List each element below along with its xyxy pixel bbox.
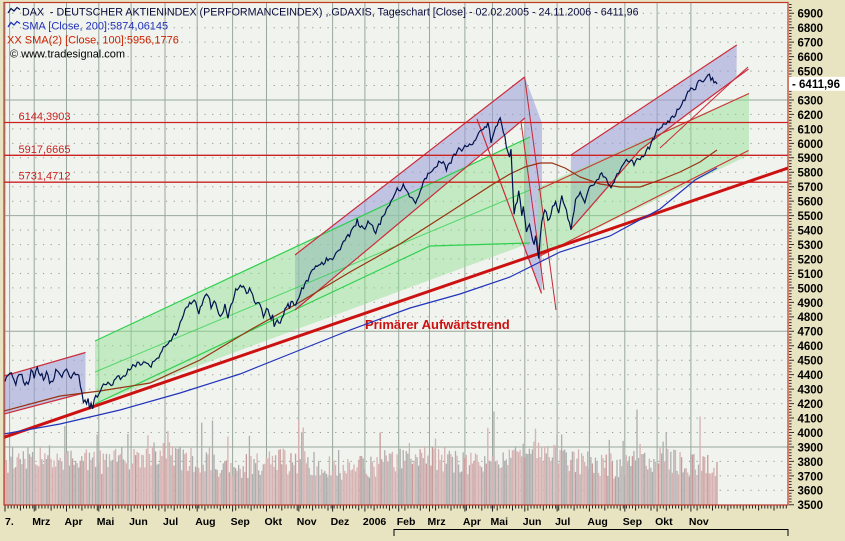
svg-text:4400: 4400 [798,370,824,382]
svg-text:Jul: Jul [555,516,570,528]
svg-text:5000: 5000 [798,283,824,295]
svg-text:6300: 6300 [798,95,824,107]
svg-text:Okt: Okt [655,516,673,528]
svg-text:2006: 2006 [363,516,387,528]
svg-text:Feb: Feb [397,516,416,528]
svg-text:6100: 6100 [798,124,824,136]
svg-text:XX SMA(2) [Close, 100]:5956,17: XX SMA(2) [Close, 100]:5956,1776 [7,35,179,47]
svg-text:Mai: Mai [97,516,115,528]
svg-text:4700: 4700 [798,327,824,339]
svg-text:7.: 7. [5,516,14,528]
svg-text:SMA [Close, 200]:5874,06145: SMA [Close, 200]:5874,06145 [22,21,168,33]
svg-text:5500: 5500 [798,211,824,223]
svg-text:5300: 5300 [798,240,824,252]
svg-text:3600: 3600 [798,486,824,498]
svg-text:5200: 5200 [798,254,824,266]
svg-text:Apr: Apr [65,516,83,528]
svg-text:© www.tradesignal.com: © www.tradesignal.com [10,49,125,61]
svg-text:5917,6665: 5917,6665 [19,144,71,156]
svg-text:4100: 4100 [798,414,824,426]
svg-text:6900: 6900 [798,9,824,21]
svg-text:3700: 3700 [798,471,824,483]
svg-text:4000: 4000 [798,428,824,440]
svg-text:6500: 6500 [798,67,824,79]
svg-text:3900: 3900 [798,442,824,454]
svg-text:5700: 5700 [798,182,824,194]
svg-text:Dez: Dez [331,516,350,528]
svg-text:3800: 3800 [798,457,824,469]
svg-text:DAX - DEUTSCHER AKTIENINDEX (: DAX - DEUTSCHER AKTIENINDEX (PERFORMANCE… [22,7,639,19]
svg-text:Jun: Jun [523,516,542,528]
svg-text:6144,3903: 6144,3903 [19,111,71,123]
svg-text:- 6411,96: - 6411,96 [792,79,840,91]
svg-text:5400: 5400 [798,226,824,238]
svg-text:Nov: Nov [689,516,709,528]
svg-text:Sep: Sep [623,516,642,528]
svg-text:6000: 6000 [798,139,824,151]
svg-text:5900: 5900 [798,153,824,165]
svg-text:5600: 5600 [798,197,824,209]
svg-text:6200: 6200 [798,110,824,122]
svg-text:6600: 6600 [798,52,824,64]
svg-text:5100: 5100 [798,269,824,281]
svg-text:4500: 4500 [798,356,824,368]
svg-text:Jul: Jul [163,516,178,528]
svg-text:6700: 6700 [798,38,824,50]
svg-text:4300: 4300 [798,385,824,397]
svg-text:5800: 5800 [798,168,824,180]
svg-text:Sep: Sep [231,516,250,528]
svg-text:4900: 4900 [798,298,824,310]
svg-text:4800: 4800 [798,312,824,324]
svg-text:Mrz: Mrz [428,516,446,528]
svg-text:Mrz: Mrz [32,516,50,528]
svg-text:Mai: Mai [491,516,509,528]
svg-text:Okt: Okt [265,516,283,528]
svg-text:3500: 3500 [798,500,824,512]
svg-text:Aug: Aug [587,516,607,528]
svg-text:4200: 4200 [798,399,824,411]
svg-text:4600: 4600 [798,341,824,353]
svg-text:5731,4712: 5731,4712 [19,171,71,183]
svg-text:Primärer Aufwärtstrend: Primärer Aufwärtstrend [365,317,510,332]
svg-text:6800: 6800 [798,23,824,35]
svg-text:Jun: Jun [129,516,148,528]
svg-text:Aug: Aug [195,516,215,528]
svg-text:Nov: Nov [297,516,317,528]
svg-text:Apr: Apr [463,516,481,528]
